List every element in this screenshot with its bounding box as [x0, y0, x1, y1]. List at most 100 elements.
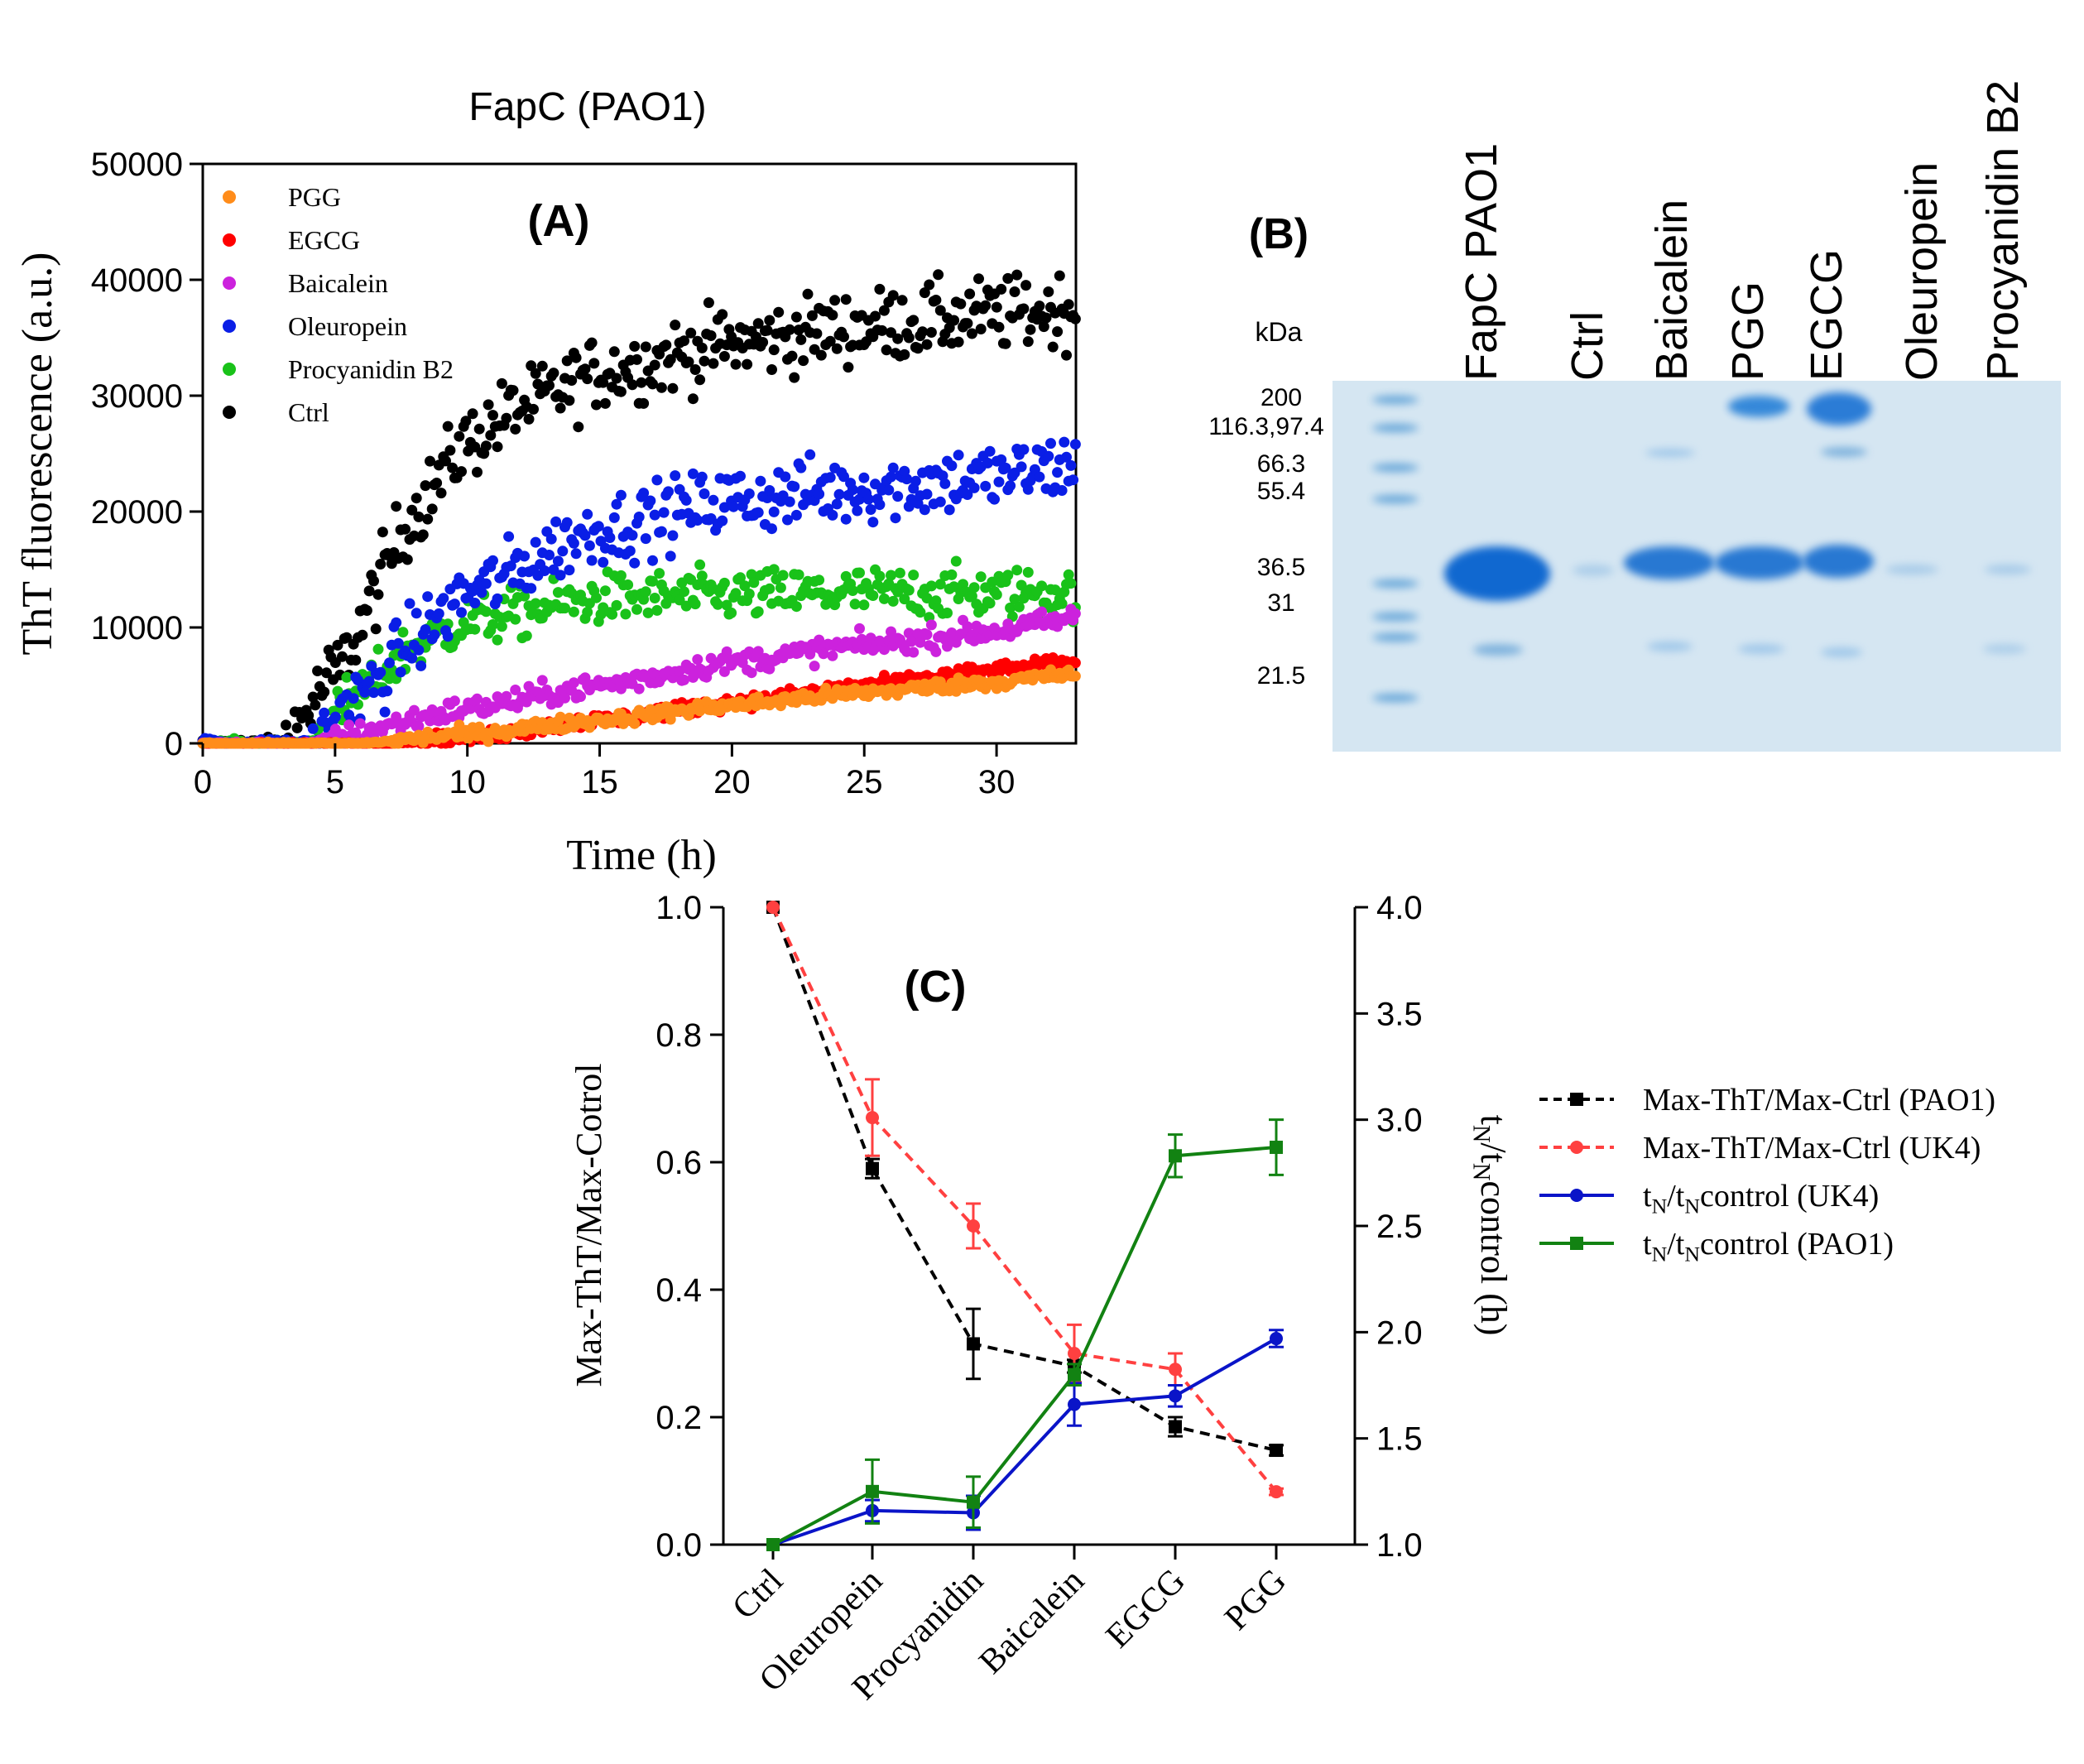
x-tick-label: 5	[326, 764, 344, 800]
data-point	[934, 305, 946, 316]
data-point	[996, 283, 1007, 295]
data-point	[438, 593, 449, 604]
data-point	[814, 574, 825, 586]
marker-label: 66.3	[1257, 450, 1305, 478]
data-point	[559, 692, 570, 704]
data-point	[636, 377, 647, 388]
data-marker	[967, 1495, 980, 1509]
data-point	[831, 343, 843, 354]
data-point	[530, 368, 541, 379]
legend-label: Max-ThT/Max-Ctrl (UK4)	[1643, 1131, 1981, 1166]
data-point	[382, 685, 393, 697]
data-point	[391, 617, 402, 628]
data-point	[370, 623, 382, 635]
panel-a-x-axis-label: Time (h)	[566, 832, 717, 879]
data-point	[483, 399, 494, 411]
data-point	[748, 577, 760, 589]
data-point	[780, 471, 791, 483]
data-point	[350, 655, 362, 666]
data-point	[784, 496, 795, 507]
data-point	[689, 598, 701, 610]
data-point	[651, 604, 663, 616]
data-point	[1068, 474, 1079, 486]
category-label: Ctrl	[725, 1562, 790, 1627]
data-point	[337, 651, 348, 662]
data-point	[687, 393, 699, 405]
data-point	[1016, 461, 1027, 473]
sds-page-gel-image	[1333, 381, 2061, 752]
legend-label: Max-ThT/Max-Ctrl (PAO1)	[1643, 1083, 1995, 1118]
data-point	[510, 613, 521, 625]
y-tick-label: 0.6	[655, 1145, 702, 1181]
data-point	[962, 621, 973, 632]
data-point	[523, 413, 535, 425]
data-point	[718, 502, 730, 513]
data-point	[964, 288, 976, 300]
data-point	[912, 343, 924, 354]
data-point	[281, 719, 291, 731]
data-point	[579, 672, 591, 684]
data-point	[867, 590, 879, 601]
data-point	[1056, 485, 1068, 496]
data-point	[530, 536, 541, 548]
data-point	[654, 568, 665, 579]
series-line	[772, 1146, 1277, 1546]
data-point	[536, 360, 548, 372]
data-point	[878, 593, 890, 604]
data-point	[582, 607, 593, 618]
data-point	[400, 523, 411, 535]
data-point	[555, 570, 566, 581]
data-point	[742, 358, 753, 370]
data-point	[456, 466, 467, 478]
data-point	[1000, 462, 1011, 473]
data-point	[586, 337, 598, 348]
marker-label: 116.3,97.4	[1208, 413, 1324, 440]
data-point	[649, 593, 660, 603]
y-tick-label: 50000	[91, 147, 183, 183]
data-point	[849, 598, 861, 610]
data-point	[599, 397, 611, 409]
data-point	[480, 440, 492, 452]
data-point	[887, 595, 899, 607]
y-tick-label: 30000	[91, 378, 183, 415]
data-point	[890, 512, 901, 524]
data-point	[1063, 569, 1074, 580]
data-point	[1045, 438, 1056, 449]
data-point	[989, 493, 1000, 505]
data-point	[608, 346, 620, 358]
series-tn-tncontrol-pao1-	[766, 1118, 1284, 1551]
y-tick-label: 10000	[91, 610, 183, 646]
data-point	[624, 546, 636, 556]
data-point	[487, 555, 498, 566]
data-point	[892, 333, 904, 344]
data-point	[372, 643, 384, 655]
ladder-band	[1372, 396, 1419, 404]
data-point	[442, 421, 454, 432]
lane-label: FapC PAO1	[1457, 143, 1506, 381]
data-point	[425, 455, 435, 467]
data-point	[1022, 336, 1034, 348]
data-point	[319, 686, 330, 698]
data-point	[631, 603, 642, 615]
data-point	[375, 666, 387, 678]
data-point	[1005, 480, 1016, 492]
data-point	[561, 517, 573, 528]
gel-band	[1473, 644, 1523, 656]
data-point	[501, 690, 512, 702]
data-marker	[1270, 1444, 1283, 1458]
data-point	[467, 408, 478, 420]
data-point	[1018, 303, 1030, 315]
data-point	[886, 570, 896, 581]
data-point	[372, 589, 384, 600]
data-point	[357, 629, 368, 641]
data-point	[447, 462, 459, 473]
data-point	[689, 364, 701, 375]
data-point	[665, 550, 676, 562]
data-point	[469, 598, 481, 608]
data-marker	[1068, 1397, 1081, 1411]
data-point	[870, 310, 881, 322]
data-point	[703, 297, 714, 309]
data-point	[521, 630, 532, 642]
panel-c-right-axis-label: tN/tNcontrol (h)	[1467, 1115, 1514, 1336]
